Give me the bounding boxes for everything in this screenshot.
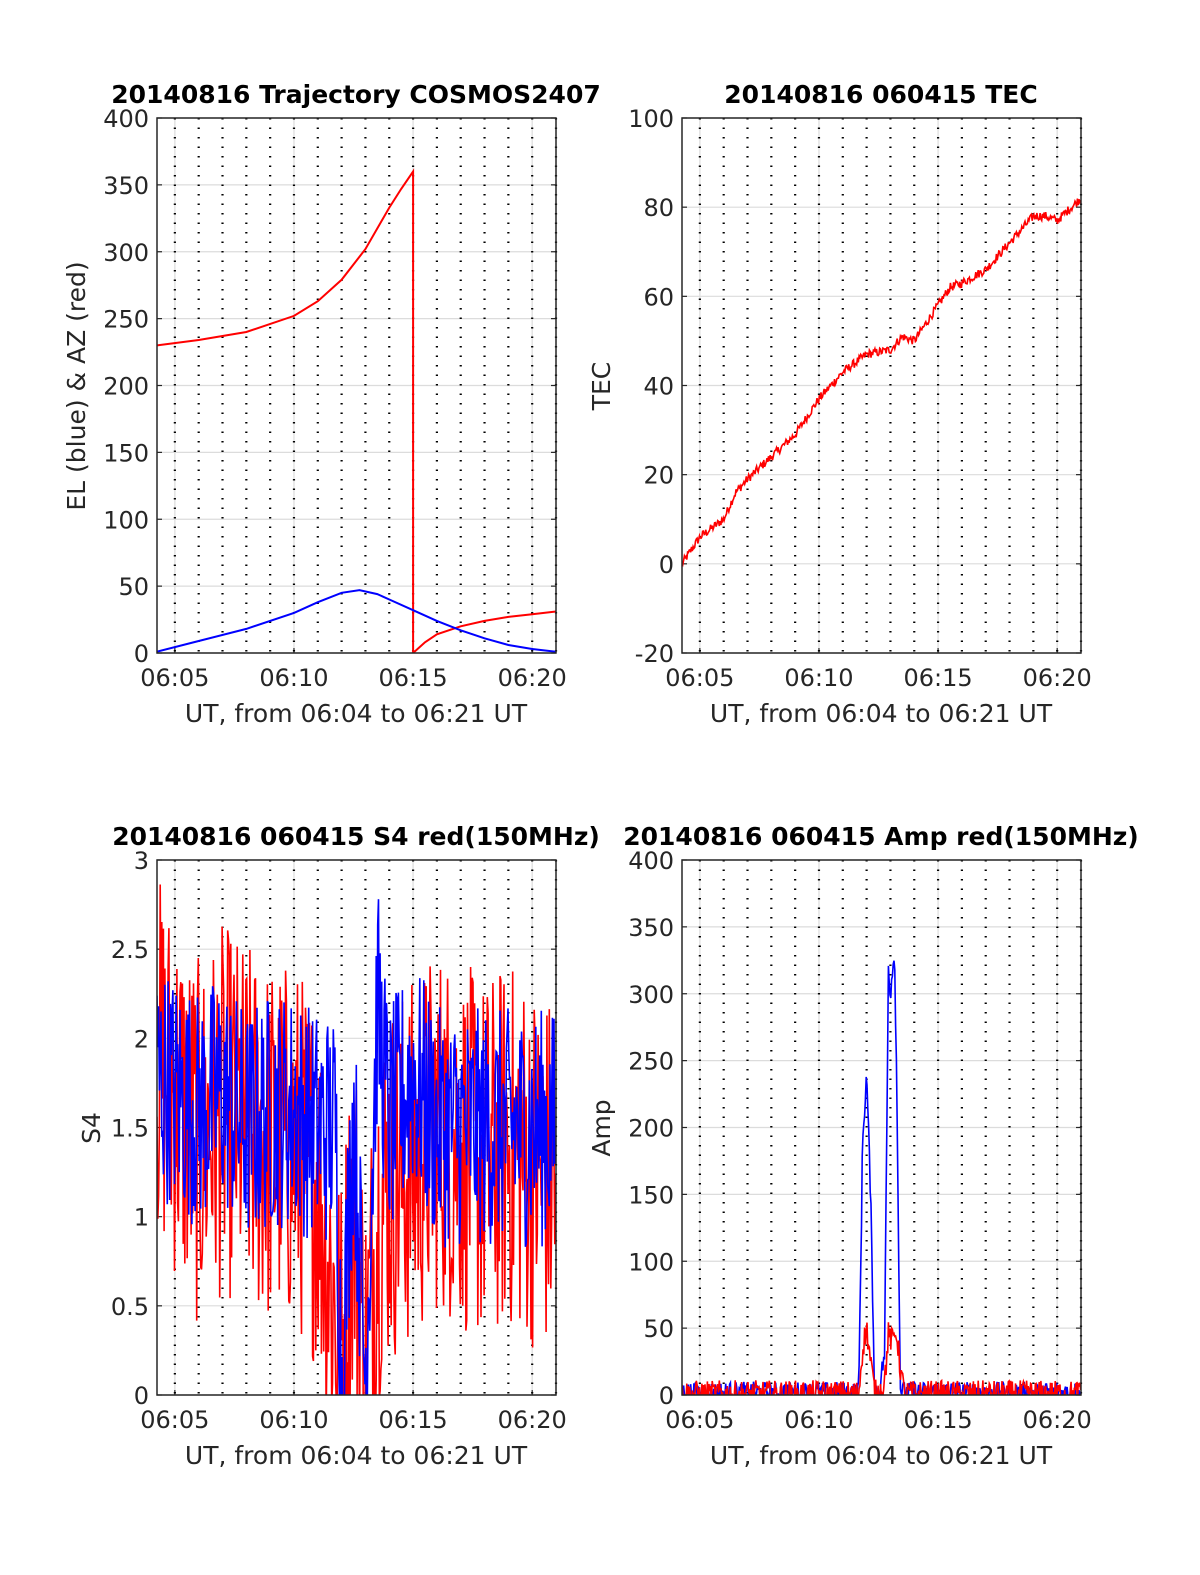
x-tick-label: 06:15 xyxy=(903,1406,972,1434)
x-tick-label: 06:15 xyxy=(903,664,972,692)
y-tick-label: 300 xyxy=(628,981,674,1009)
y-tick-label: 100 xyxy=(628,1248,674,1276)
y-tick-label: 0 xyxy=(659,1382,674,1410)
y-tick-label: 3 xyxy=(134,847,149,875)
y-tick-label: 80 xyxy=(643,194,674,222)
x-tick-label: 06:20 xyxy=(1023,1406,1092,1434)
y-tick-label: 100 xyxy=(628,105,674,133)
x-tick-label: 06:10 xyxy=(784,1406,853,1434)
y-axis-label: EL (blue) & AZ (red) xyxy=(62,261,91,510)
y-tick-label: 2 xyxy=(134,1025,149,1053)
y-tick-label: 0 xyxy=(659,551,674,579)
y-tick-label: 1.5 xyxy=(111,1115,149,1143)
y-tick-label: 250 xyxy=(103,306,149,334)
plot-frame xyxy=(156,859,557,1396)
y-tick-label: 200 xyxy=(628,1115,674,1143)
x-tick-label: 06:15 xyxy=(378,664,447,692)
x-tick-label: 06:05 xyxy=(140,1406,209,1434)
y-tick-label: 0 xyxy=(134,640,149,668)
y-tick-label: 50 xyxy=(643,1315,674,1343)
y-tick-label: 250 xyxy=(628,1048,674,1076)
chart-title: 20140816 060415 Amp red(150MHz) xyxy=(623,822,1139,851)
red-series-line xyxy=(157,168,556,653)
x-tick-label: 06:10 xyxy=(784,664,853,692)
y-tick-label: 350 xyxy=(628,914,674,942)
y-tick-label: 0 xyxy=(134,1382,149,1410)
y-tick-label: 350 xyxy=(103,172,149,200)
x-tick-label: 06:20 xyxy=(498,1406,567,1434)
y-axis-label: TEC xyxy=(587,362,616,412)
blue-series-line xyxy=(157,589,556,653)
y-tick-label: 0.5 xyxy=(111,1293,149,1321)
x-tick-label: 06:05 xyxy=(665,1406,734,1434)
y-tick-label: 400 xyxy=(103,105,149,133)
panel-s4: 20140816 060415 S4 red(150MHz) UT, from … xyxy=(77,822,600,1470)
blue-series-line xyxy=(157,899,556,1395)
x-axis-label: UT, from 06:04 to 06:21 UT xyxy=(710,699,1053,728)
chart-title: 20140816 Trajectory COSMOS2407 xyxy=(111,80,601,109)
y-tick-label: 60 xyxy=(643,283,674,311)
x-tick-label: 06:10 xyxy=(259,664,328,692)
y-tick-label: 300 xyxy=(103,239,149,267)
panel-amp: 20140816 060415 Amp red(150MHz) UT, from… xyxy=(587,822,1139,1470)
x-tick-label: 06:15 xyxy=(378,1406,447,1434)
panel-trajectory: 20140816 Trajectory COSMOS2407 UT, from … xyxy=(62,80,601,728)
plot-frame xyxy=(681,859,1082,1396)
x-axis-label: UT, from 06:04 to 06:21 UT xyxy=(185,699,528,728)
y-tick-label: 40 xyxy=(643,373,674,401)
plot-frame xyxy=(681,117,1082,654)
blue-series-line xyxy=(682,960,1081,1395)
y-tick-label: 150 xyxy=(628,1181,674,1209)
y-tick-label: 400 xyxy=(628,847,674,875)
y-tick-label: 1 xyxy=(134,1204,149,1232)
y-tick-label: 50 xyxy=(118,573,149,601)
red-series-line xyxy=(682,1322,1081,1395)
plot-frame xyxy=(156,117,557,654)
y-tick-label: 150 xyxy=(103,439,149,467)
x-axis-label: UT, from 06:04 to 06:21 UT xyxy=(710,1441,1053,1470)
y-axis-label: S4 xyxy=(77,1112,106,1144)
y-tick-label: 20 xyxy=(643,462,674,490)
y-axis-label: Amp xyxy=(587,1099,616,1156)
x-axis-label: UT, from 06:04 to 06:21 UT xyxy=(185,1441,528,1470)
y-tick-label: -20 xyxy=(635,640,674,668)
y-tick-label: 200 xyxy=(103,373,149,401)
chart-title: 20140816 060415 S4 red(150MHz) xyxy=(112,822,600,851)
red-series-line xyxy=(682,198,1081,568)
x-tick-label: 06:10 xyxy=(259,1406,328,1434)
x-tick-label: 06:20 xyxy=(498,664,567,692)
x-tick-label: 06:05 xyxy=(140,664,209,692)
x-tick-label: 06:05 xyxy=(665,664,734,692)
x-tick-label: 06:20 xyxy=(1023,664,1092,692)
panel-tec: 20140816 060415 TEC UT, from 06:04 to 06… xyxy=(587,80,1092,728)
chart-title: 20140816 060415 TEC xyxy=(724,80,1037,109)
y-tick-label: 2.5 xyxy=(111,936,149,964)
y-tick-label: 100 xyxy=(103,506,149,534)
